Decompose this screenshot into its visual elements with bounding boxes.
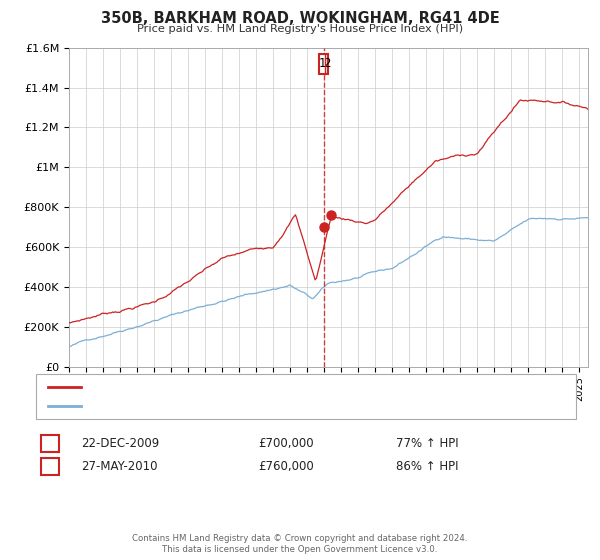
Text: 350B, BARKHAM ROAD, WOKINGHAM, RG41 4DE (detached house): 350B, BARKHAM ROAD, WOKINGHAM, RG41 4DE …: [87, 381, 453, 391]
Text: Contains HM Land Registry data © Crown copyright and database right 2024.
This d: Contains HM Land Registry data © Crown c…: [132, 534, 468, 554]
Text: HPI: Average price, detached house, Wokingham: HPI: Average price, detached house, Woki…: [87, 402, 354, 412]
Text: 350B, BARKHAM ROAD, WOKINGHAM, RG41 4DE: 350B, BARKHAM ROAD, WOKINGHAM, RG41 4DE: [101, 11, 499, 26]
Text: 86% ↑ HPI: 86% ↑ HPI: [396, 460, 458, 473]
Text: 22-DEC-2009: 22-DEC-2009: [81, 437, 159, 450]
Text: 2: 2: [323, 57, 331, 70]
Text: 2: 2: [46, 460, 53, 473]
FancyBboxPatch shape: [319, 54, 328, 73]
Text: Price paid vs. HM Land Registry's House Price Index (HPI): Price paid vs. HM Land Registry's House …: [137, 24, 463, 34]
Text: £700,000: £700,000: [258, 437, 314, 450]
Text: £760,000: £760,000: [258, 460, 314, 473]
Text: 1: 1: [319, 57, 326, 70]
Text: 1: 1: [46, 437, 53, 450]
Text: 77% ↑ HPI: 77% ↑ HPI: [396, 437, 458, 450]
Text: 27-MAY-2010: 27-MAY-2010: [81, 460, 157, 473]
